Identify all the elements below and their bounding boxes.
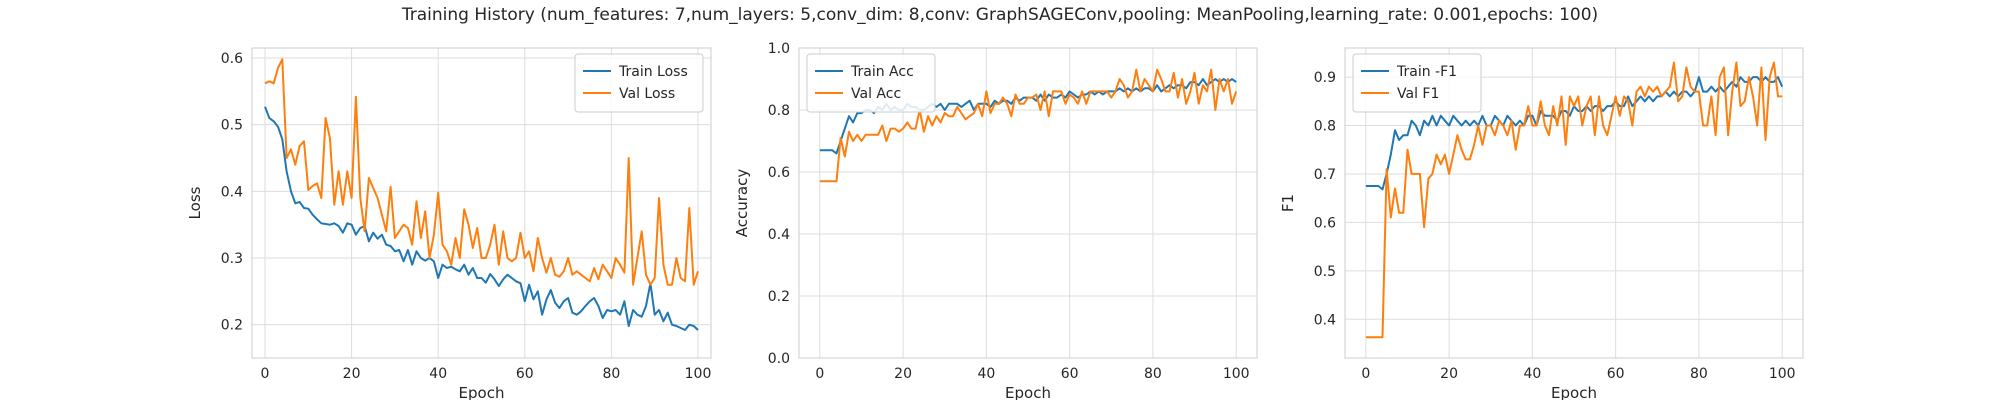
series-line-2 bbox=[1365, 61, 1783, 339]
y-axis-label: Loss bbox=[186, 186, 204, 219]
legend: Train Loss Val Loss bbox=[574, 53, 704, 113]
legend-label: Val F1 bbox=[1397, 86, 1439, 102]
x-tick-label: 0 bbox=[815, 366, 824, 382]
x-tick-label: 40 bbox=[429, 366, 447, 382]
x-tick-label: 60 bbox=[1061, 366, 1079, 382]
x-tick-label: 80 bbox=[602, 366, 620, 382]
x-tick-label: 60 bbox=[516, 366, 534, 382]
y-tick-label: 0.2 bbox=[221, 318, 243, 334]
x-tick-label: 40 bbox=[977, 366, 995, 382]
x-tick-label: 60 bbox=[1607, 366, 1625, 382]
x-tick-label: 0 bbox=[261, 366, 270, 382]
x-tick-label: 80 bbox=[1690, 366, 1708, 382]
x-axis-label: Epoch bbox=[1551, 384, 1597, 400]
legend-label: Train Loss bbox=[618, 64, 688, 80]
y-tick-label: 0.8 bbox=[1314, 119, 1336, 135]
legend-box bbox=[1352, 53, 1482, 113]
plot-frame bbox=[798, 47, 1258, 359]
y-tick-label: 0.0 bbox=[768, 351, 790, 367]
legend-label: Val Loss bbox=[619, 86, 675, 102]
legend: Train -F1 Val F1 bbox=[1352, 53, 1482, 113]
x-tick-label: 20 bbox=[1440, 366, 1458, 382]
x-axis-label: Epoch bbox=[459, 384, 505, 400]
y-axis-label: Accuracy bbox=[733, 169, 751, 238]
y-tick-label: 0.6 bbox=[768, 165, 790, 181]
x-tick-label: 80 bbox=[1144, 366, 1162, 382]
y-tick-label: 0.8 bbox=[768, 103, 790, 119]
y-tick-label: 0.9 bbox=[1314, 70, 1336, 86]
y-tick-label: 0.6 bbox=[221, 51, 243, 67]
legend-label: Train Acc bbox=[850, 64, 914, 80]
y-tick-label: 0.7 bbox=[1314, 167, 1336, 183]
legend-box bbox=[574, 53, 704, 113]
chart-panel-1: 0.2 0.3 0.4 0.5 0.6 0 20 40 60 80 100 Epoch Loss Trai… bbox=[186, 47, 712, 400]
y-tick-label: 0.5 bbox=[1314, 264, 1336, 280]
series-line-2 bbox=[819, 68, 1238, 183]
x-tick-label: 0 bbox=[1361, 366, 1370, 382]
legend: Train Acc Val Acc bbox=[806, 53, 936, 113]
y-tick-label: 0.2 bbox=[768, 289, 790, 305]
y-tick-label: 0.4 bbox=[221, 184, 243, 200]
plot-frame bbox=[1344, 47, 1804, 359]
plot-frame bbox=[251, 47, 712, 359]
y-tick-label: 0.6 bbox=[1314, 215, 1336, 231]
y-tick-label: 0.4 bbox=[1314, 312, 1336, 328]
x-tick-label: 20 bbox=[894, 366, 912, 382]
y-tick-label: 0.3 bbox=[221, 251, 243, 267]
x-tick-label: 100 bbox=[1769, 366, 1796, 382]
x-tick-label: 20 bbox=[343, 366, 361, 382]
x-axis-label: Epoch bbox=[1005, 384, 1051, 400]
x-tick-label: 100 bbox=[685, 366, 712, 382]
legend-label: Val Acc bbox=[851, 86, 901, 102]
figure-title: Training History (num_features: 7,num_la… bbox=[401, 5, 1598, 25]
y-axis-label: F1 bbox=[1279, 194, 1297, 212]
chart-panel-2: 0.0 0.2 0.4 0.6 0.8 1.0 0 20 40 60 80 100 Epoch Accur… bbox=[733, 41, 1258, 400]
series-line-2 bbox=[264, 58, 699, 286]
legend-label: Train -F1 bbox=[1396, 64, 1457, 80]
x-tick-label: 40 bbox=[1523, 366, 1541, 382]
series-line-1 bbox=[264, 106, 699, 331]
y-tick-label: 0.4 bbox=[768, 227, 790, 243]
y-tick-label: 1.0 bbox=[768, 41, 790, 57]
legend-box bbox=[806, 53, 936, 113]
chart-panel-3: 0.4 0.5 0.6 0.7 0.8 0.9 0 20 40 60 80 100 Epoch F1 Tra… bbox=[1279, 47, 1804, 400]
x-tick-label: 100 bbox=[1223, 366, 1250, 382]
y-tick-label: 0.5 bbox=[221, 118, 243, 134]
